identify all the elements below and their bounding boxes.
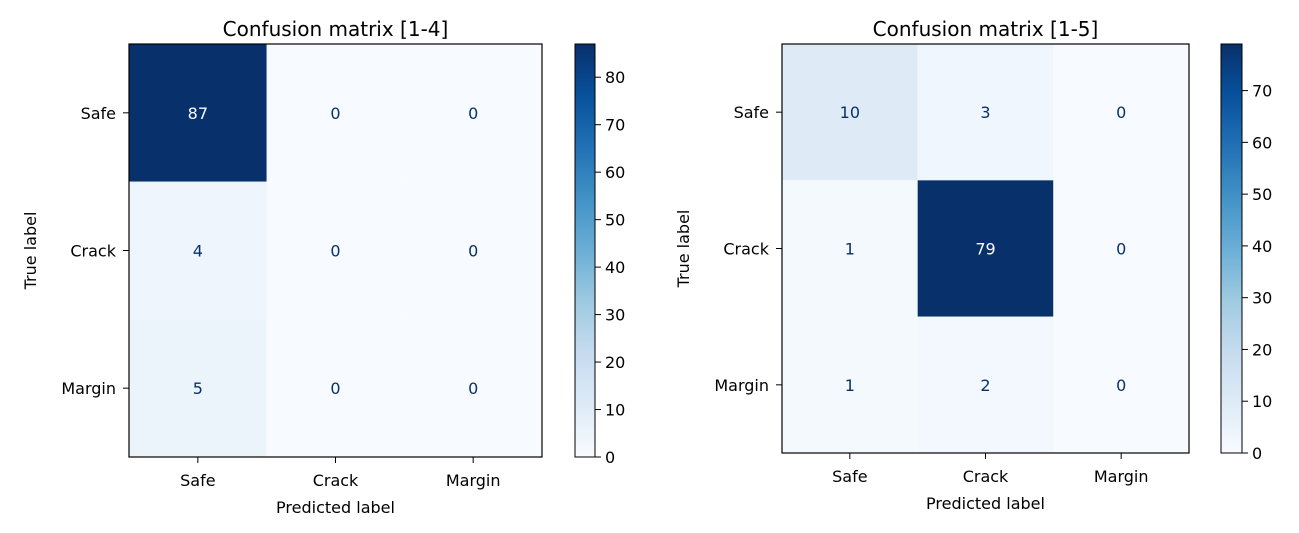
colorbar-tick-label: 30 [605, 306, 625, 325]
heatmap-cell [782, 316, 918, 453]
y-tick-label: Crack [723, 240, 769, 259]
heatmap-cell [404, 44, 542, 182]
colorbar-tick-label: 70 [1252, 82, 1272, 101]
cell-value-label: 0 [468, 379, 478, 398]
x-tick-label: Margin [446, 471, 501, 490]
heatmap-cell [129, 44, 267, 182]
heatmap-cell [266, 319, 405, 457]
cell-value-label: 4 [193, 242, 203, 261]
cell-value-label: 0 [468, 104, 478, 123]
cell-value-label: 1 [845, 376, 855, 395]
y-tick-label: Margin [61, 379, 116, 398]
colorbar-tick-label: 20 [1252, 340, 1272, 359]
colorbar-tick-label: 70 [605, 116, 625, 135]
heatmap-cell [266, 44, 405, 182]
y-axis-label: True label [674, 210, 693, 289]
heatmap-cell [129, 319, 267, 457]
cell-value-label: 0 [330, 104, 340, 123]
heatmap-cell [782, 180, 918, 317]
colorbar [574, 43, 596, 458]
heatmap-cell [1053, 316, 1189, 453]
colorbar-tick-label: 40 [1252, 237, 1272, 256]
cell-value-label: 0 [1116, 103, 1126, 122]
colorbar-tick-label: 10 [1252, 392, 1272, 411]
cell-value-label: 3 [980, 103, 990, 122]
x-tick-label: Margin [1094, 467, 1149, 486]
x-axis-label: Predicted label [926, 494, 1045, 513]
colorbar-tick-label: 20 [605, 353, 625, 372]
heatmap-cell [782, 44, 918, 181]
cell-value-label: 0 [330, 242, 340, 261]
heatmap-cell [1053, 44, 1189, 181]
colorbar-tick-label: 60 [605, 163, 625, 182]
colorbar-tick-label: 0 [1252, 444, 1262, 463]
colorbar-tick-label: 30 [1252, 289, 1272, 308]
y-tick-label: Crack [70, 242, 116, 261]
y-axis-label: True label [21, 212, 40, 291]
colorbar-tick-label: 0 [605, 448, 615, 467]
colorbar-tick-label: 60 [1252, 133, 1272, 152]
cell-value-label: 10 [840, 103, 860, 122]
cell-value-label: 1 [845, 240, 855, 259]
x-tick-label: Crack [963, 467, 1009, 486]
colorbar-tick-label: 40 [605, 258, 625, 277]
colorbar-tick-label: 10 [605, 401, 625, 420]
cell-value-label: 87 [188, 104, 208, 123]
colorbar-tick-label: 50 [1252, 185, 1272, 204]
heatmap-cell [917, 316, 1054, 453]
cell-value-label: 5 [193, 379, 203, 398]
y-tick-label: Safe [734, 103, 769, 122]
heatmap-cell [266, 181, 405, 320]
heatmap-cell [129, 181, 267, 320]
x-tick-label: Safe [832, 467, 867, 486]
x-tick-label: Safe [180, 471, 215, 490]
heatmap-cell [917, 44, 1054, 181]
y-tick-label: Safe [81, 104, 116, 123]
cell-value-label: 2 [980, 376, 990, 395]
colorbar [1220, 43, 1243, 454]
cell-value-label: 0 [330, 379, 340, 398]
chart-title: Confusion matrix [1-5] [873, 17, 1099, 41]
chart-title: Confusion matrix [1-4] [223, 17, 449, 41]
colorbar-tick-label: 50 [605, 211, 625, 230]
heatmap-cell [917, 180, 1054, 317]
cell-value-label: 79 [975, 240, 995, 259]
cell-value-label: 0 [468, 242, 478, 261]
cell-value-label: 0 [1116, 376, 1126, 395]
cell-value-label: 0 [1116, 240, 1126, 259]
y-tick-label: Margin [714, 376, 769, 395]
heatmap-cell [404, 319, 542, 457]
heatmap-cell [404, 181, 542, 320]
colorbar-tick-label: 80 [605, 68, 625, 87]
x-tick-label: Crack [313, 471, 359, 490]
heatmap-cell [1053, 180, 1189, 317]
x-axis-label: Predicted label [276, 498, 395, 517]
